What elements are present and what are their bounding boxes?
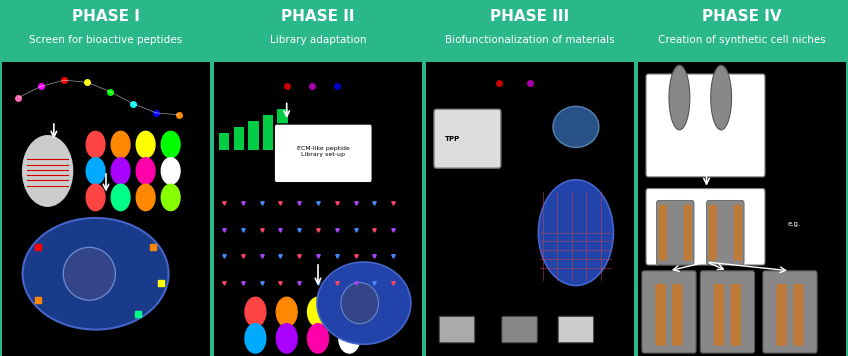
- Ellipse shape: [553, 106, 599, 147]
- FancyBboxPatch shape: [656, 284, 666, 346]
- Ellipse shape: [669, 65, 689, 130]
- Circle shape: [339, 297, 360, 327]
- Bar: [263, 115, 273, 151]
- Bar: [233, 127, 244, 151]
- FancyBboxPatch shape: [700, 271, 755, 353]
- FancyBboxPatch shape: [793, 284, 804, 346]
- Circle shape: [161, 131, 180, 158]
- FancyBboxPatch shape: [734, 205, 742, 261]
- Circle shape: [276, 297, 297, 327]
- FancyBboxPatch shape: [646, 74, 765, 177]
- Circle shape: [308, 324, 328, 353]
- Circle shape: [245, 324, 266, 353]
- FancyBboxPatch shape: [706, 200, 744, 265]
- FancyBboxPatch shape: [714, 284, 724, 346]
- Ellipse shape: [23, 218, 169, 330]
- Circle shape: [86, 158, 105, 184]
- Circle shape: [137, 184, 155, 211]
- Bar: [219, 133, 229, 151]
- Circle shape: [276, 324, 297, 353]
- FancyBboxPatch shape: [763, 271, 817, 353]
- FancyBboxPatch shape: [646, 189, 765, 265]
- Text: PHASE III: PHASE III: [490, 9, 570, 24]
- Text: Screen for bioactive peptides: Screen for bioactive peptides: [30, 35, 182, 45]
- FancyBboxPatch shape: [656, 200, 694, 265]
- Ellipse shape: [711, 65, 732, 130]
- Ellipse shape: [317, 262, 410, 344]
- FancyBboxPatch shape: [558, 316, 594, 343]
- Circle shape: [308, 297, 328, 327]
- FancyBboxPatch shape: [659, 205, 667, 261]
- FancyBboxPatch shape: [709, 205, 717, 261]
- FancyBboxPatch shape: [730, 284, 741, 346]
- Circle shape: [245, 297, 266, 327]
- Text: Biofunctionalization of materials: Biofunctionalization of materials: [445, 35, 615, 45]
- FancyBboxPatch shape: [777, 284, 787, 346]
- Text: ECM-like peptide
Library set-up: ECM-like peptide Library set-up: [297, 146, 349, 157]
- FancyBboxPatch shape: [683, 205, 692, 261]
- Circle shape: [137, 131, 155, 158]
- Circle shape: [137, 158, 155, 184]
- Circle shape: [111, 131, 130, 158]
- Circle shape: [161, 158, 180, 184]
- Circle shape: [538, 180, 613, 286]
- Text: TPP: TPP: [445, 136, 460, 142]
- Ellipse shape: [548, 186, 587, 221]
- Circle shape: [339, 324, 360, 353]
- FancyBboxPatch shape: [439, 316, 475, 343]
- Text: Creation of synthetic cell niches: Creation of synthetic cell niches: [658, 35, 826, 45]
- Text: PHASE I: PHASE I: [72, 9, 140, 24]
- FancyBboxPatch shape: [434, 109, 501, 168]
- Ellipse shape: [64, 247, 115, 300]
- Bar: [248, 121, 259, 151]
- Text: e.g.: e.g.: [788, 221, 801, 227]
- Circle shape: [111, 158, 130, 184]
- Circle shape: [86, 131, 105, 158]
- Circle shape: [161, 184, 180, 211]
- FancyBboxPatch shape: [502, 316, 538, 343]
- Text: Library adaptation: Library adaptation: [270, 35, 366, 45]
- FancyBboxPatch shape: [274, 124, 372, 183]
- FancyBboxPatch shape: [672, 284, 683, 346]
- Circle shape: [86, 184, 105, 211]
- Ellipse shape: [341, 283, 378, 324]
- FancyBboxPatch shape: [642, 271, 696, 353]
- Text: PHASE IV: PHASE IV: [702, 9, 782, 24]
- Text: PHASE II: PHASE II: [282, 9, 354, 24]
- Circle shape: [111, 184, 130, 211]
- Bar: [277, 109, 287, 151]
- Circle shape: [23, 136, 73, 206]
